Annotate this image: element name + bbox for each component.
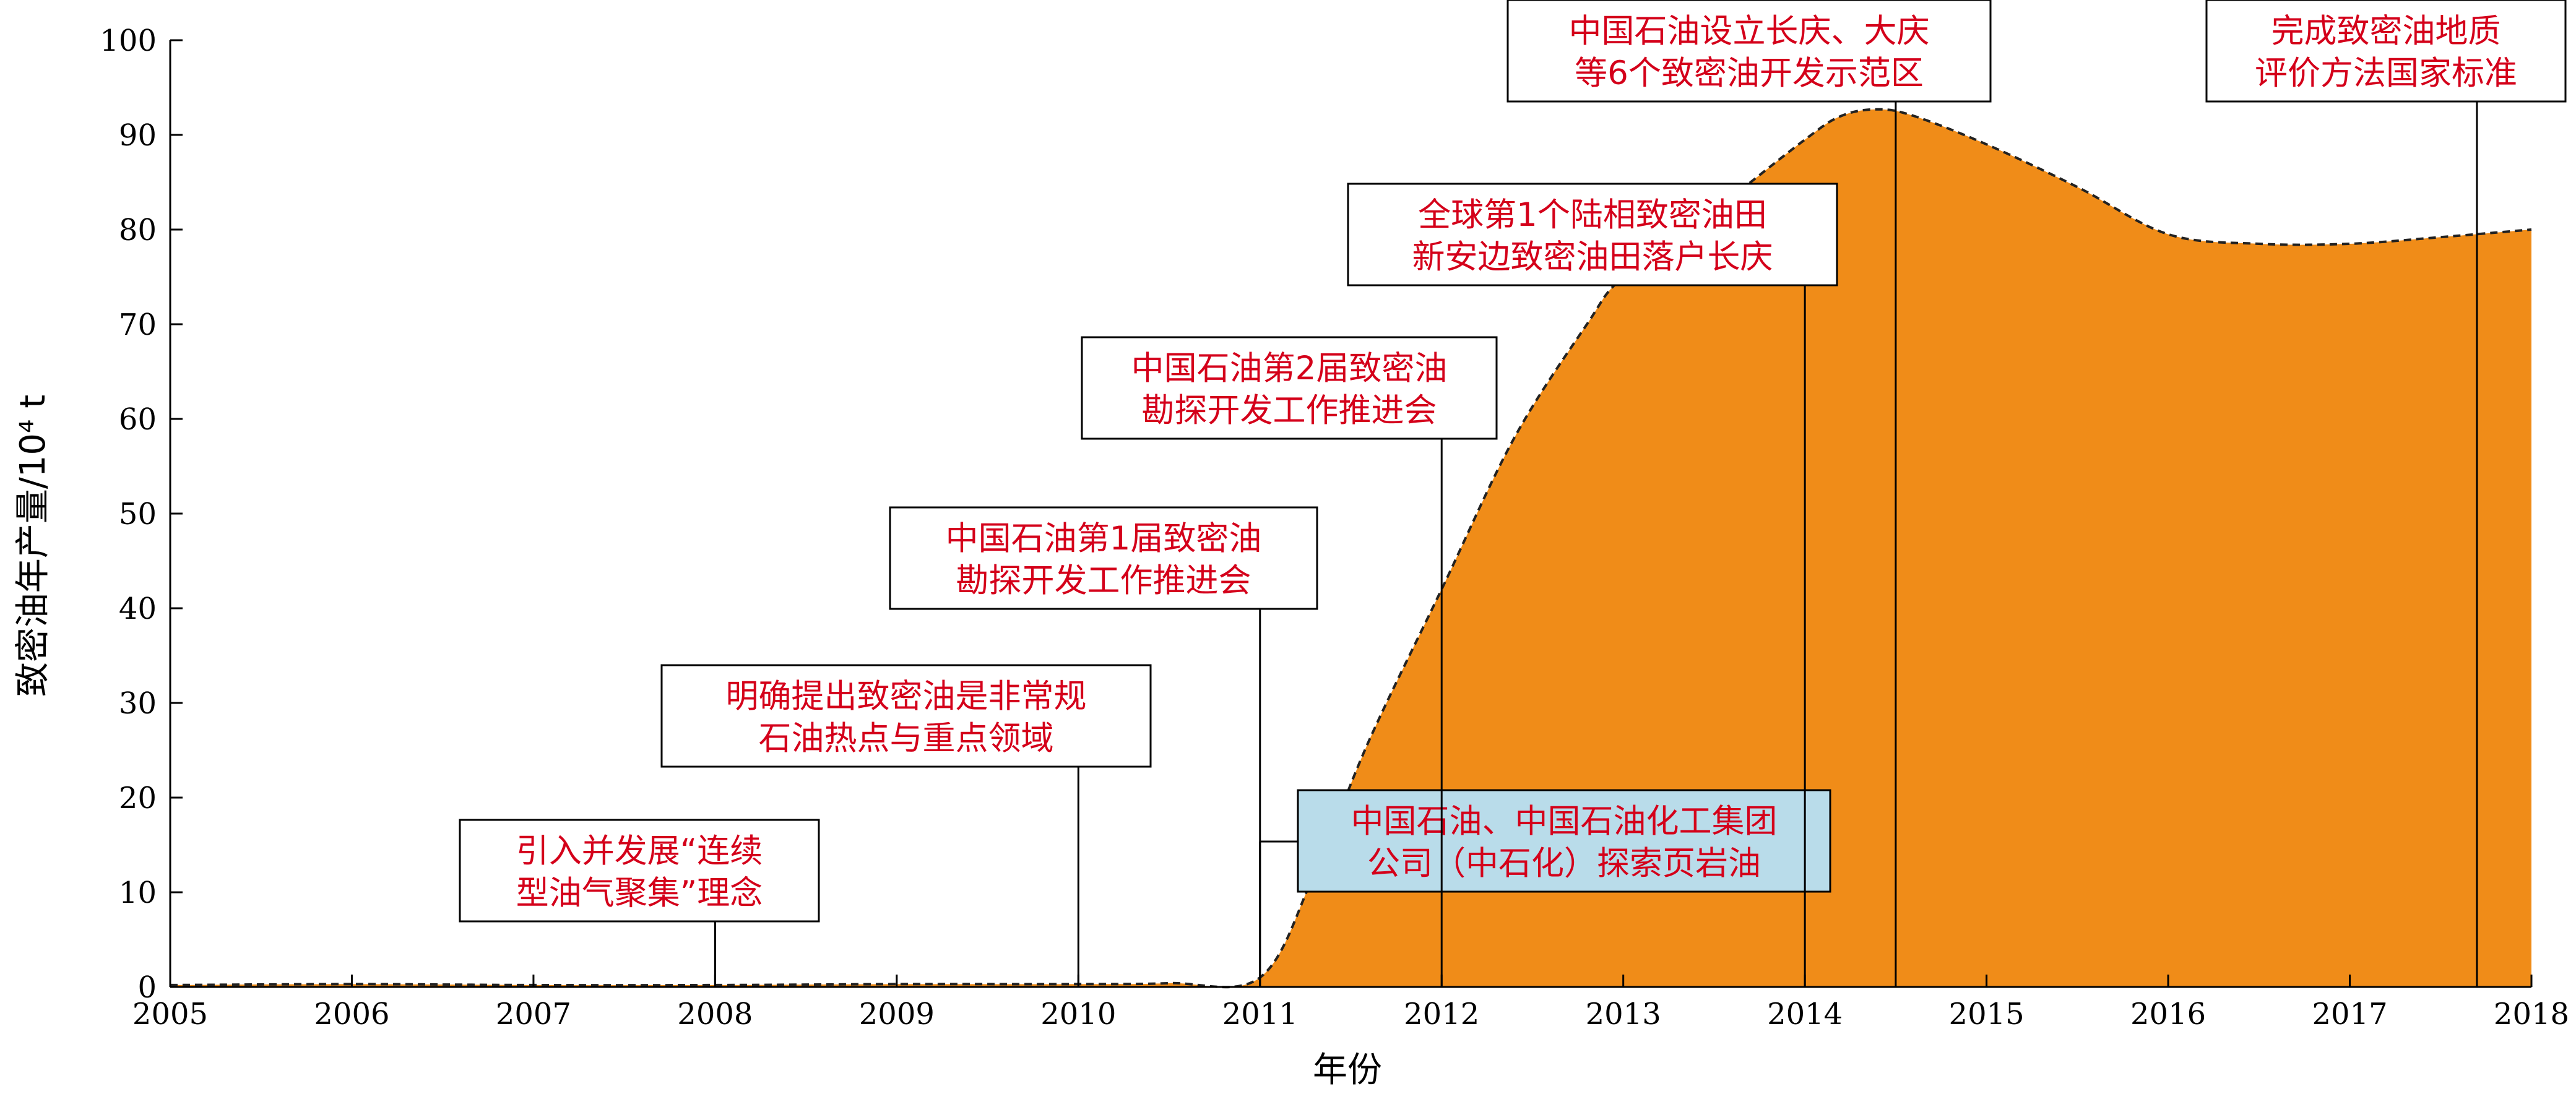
x-tick-label: 2014 [1767, 997, 1843, 1032]
x-tick-label: 2006 [314, 997, 389, 1032]
x-tick-label: 2009 [859, 997, 935, 1032]
annotation-text: 中国石油、中国石油化工集团 [1351, 803, 1778, 840]
annotation-box [1081, 336, 1498, 440]
y-tick-label: 90 [119, 118, 157, 153]
annotation-box [1506, 0, 1992, 103]
x-tick-label: 2005 [132, 997, 208, 1032]
series-area-fill [170, 109, 2531, 988]
annotation-text: 完成致密油地质 [2271, 12, 2501, 50]
y-tick-label: 10 [119, 876, 157, 910]
annotation-text: 石油热点与重点领域 [759, 720, 1054, 757]
y-tick-label: 60 [119, 402, 157, 437]
y-tick-label: 80 [119, 213, 157, 248]
annotation-text: 评价方法国家标准 [2255, 54, 2517, 92]
annotation-text: 明确提出致密油是非常规 [726, 678, 1087, 715]
y-tick-label: 0 [137, 970, 157, 1005]
annotation-text: 公司（中石化）探索页岩油 [1367, 845, 1761, 882]
annotation-box [889, 506, 1318, 610]
x-tick-label: 2007 [496, 997, 571, 1032]
annotation-box [660, 664, 1152, 768]
annotation-text: 型油气聚集”理念 [516, 874, 763, 912]
x-tick-label: 2012 [1404, 997, 1479, 1032]
x-tick-label: 2018 [2494, 997, 2569, 1032]
y-axis-title: 致密油年产量/10⁴ t [13, 395, 53, 697]
annotations-layer: 引入并发展“连续型油气聚集”理念明确提出致密油是非常规石油热点与重点领域中国石油… [459, 0, 2567, 987]
annotation-box-highlight [1297, 789, 1831, 893]
x-tick-label: 2011 [1222, 997, 1298, 1032]
series-outline [170, 108, 2532, 989]
annotation-text: 中国石油第2届致密油 [1131, 350, 1448, 387]
annotation-text: 勘探开发工作推进会 [1142, 392, 1437, 429]
annotation-text: 新安边致密油田落户长庆 [1412, 238, 1773, 276]
annotation-text: 等6个致密油开发示范区 [1575, 54, 1924, 92]
x-tick-label: 2015 [1949, 997, 2025, 1032]
annotation-box [1347, 183, 1838, 286]
x-axis-title: 年份 [1313, 1050, 1382, 1090]
x-tick-label: 2017 [2312, 997, 2387, 1032]
x-tick-label: 2016 [2130, 997, 2206, 1032]
y-tick-label: 30 [119, 686, 157, 721]
annotation-text: 中国石油设立长庆、大庆 [1569, 12, 1930, 50]
annotation-box [459, 819, 820, 923]
annotation-box [2205, 0, 2567, 103]
y-tick-label: 20 [119, 781, 157, 816]
annotation-text: 勘探开发工作推进会 [956, 562, 1251, 600]
x-tick-label: 2010 [1040, 997, 1116, 1032]
annotation-text: 引入并发展“连续 [516, 832, 763, 870]
y-tick-label: 50 [119, 497, 157, 532]
y-tick-label: 70 [119, 308, 157, 342]
x-tick-label: 2013 [1586, 997, 1661, 1032]
axes-layer: 2005 2006 2007 2008 2009 2010 2011 2012 2013 2014… [100, 24, 2569, 1032]
x-tick-label: 2008 [677, 997, 753, 1032]
area-layer [170, 108, 2532, 989]
y-tick-label: 100 [100, 24, 157, 58]
annotation-text: 全球第1个陆相致密油田 [1418, 196, 1767, 234]
y-tick-label: 40 [119, 592, 157, 626]
annotation-text: 中国石油第1届致密油 [946, 520, 1262, 558]
